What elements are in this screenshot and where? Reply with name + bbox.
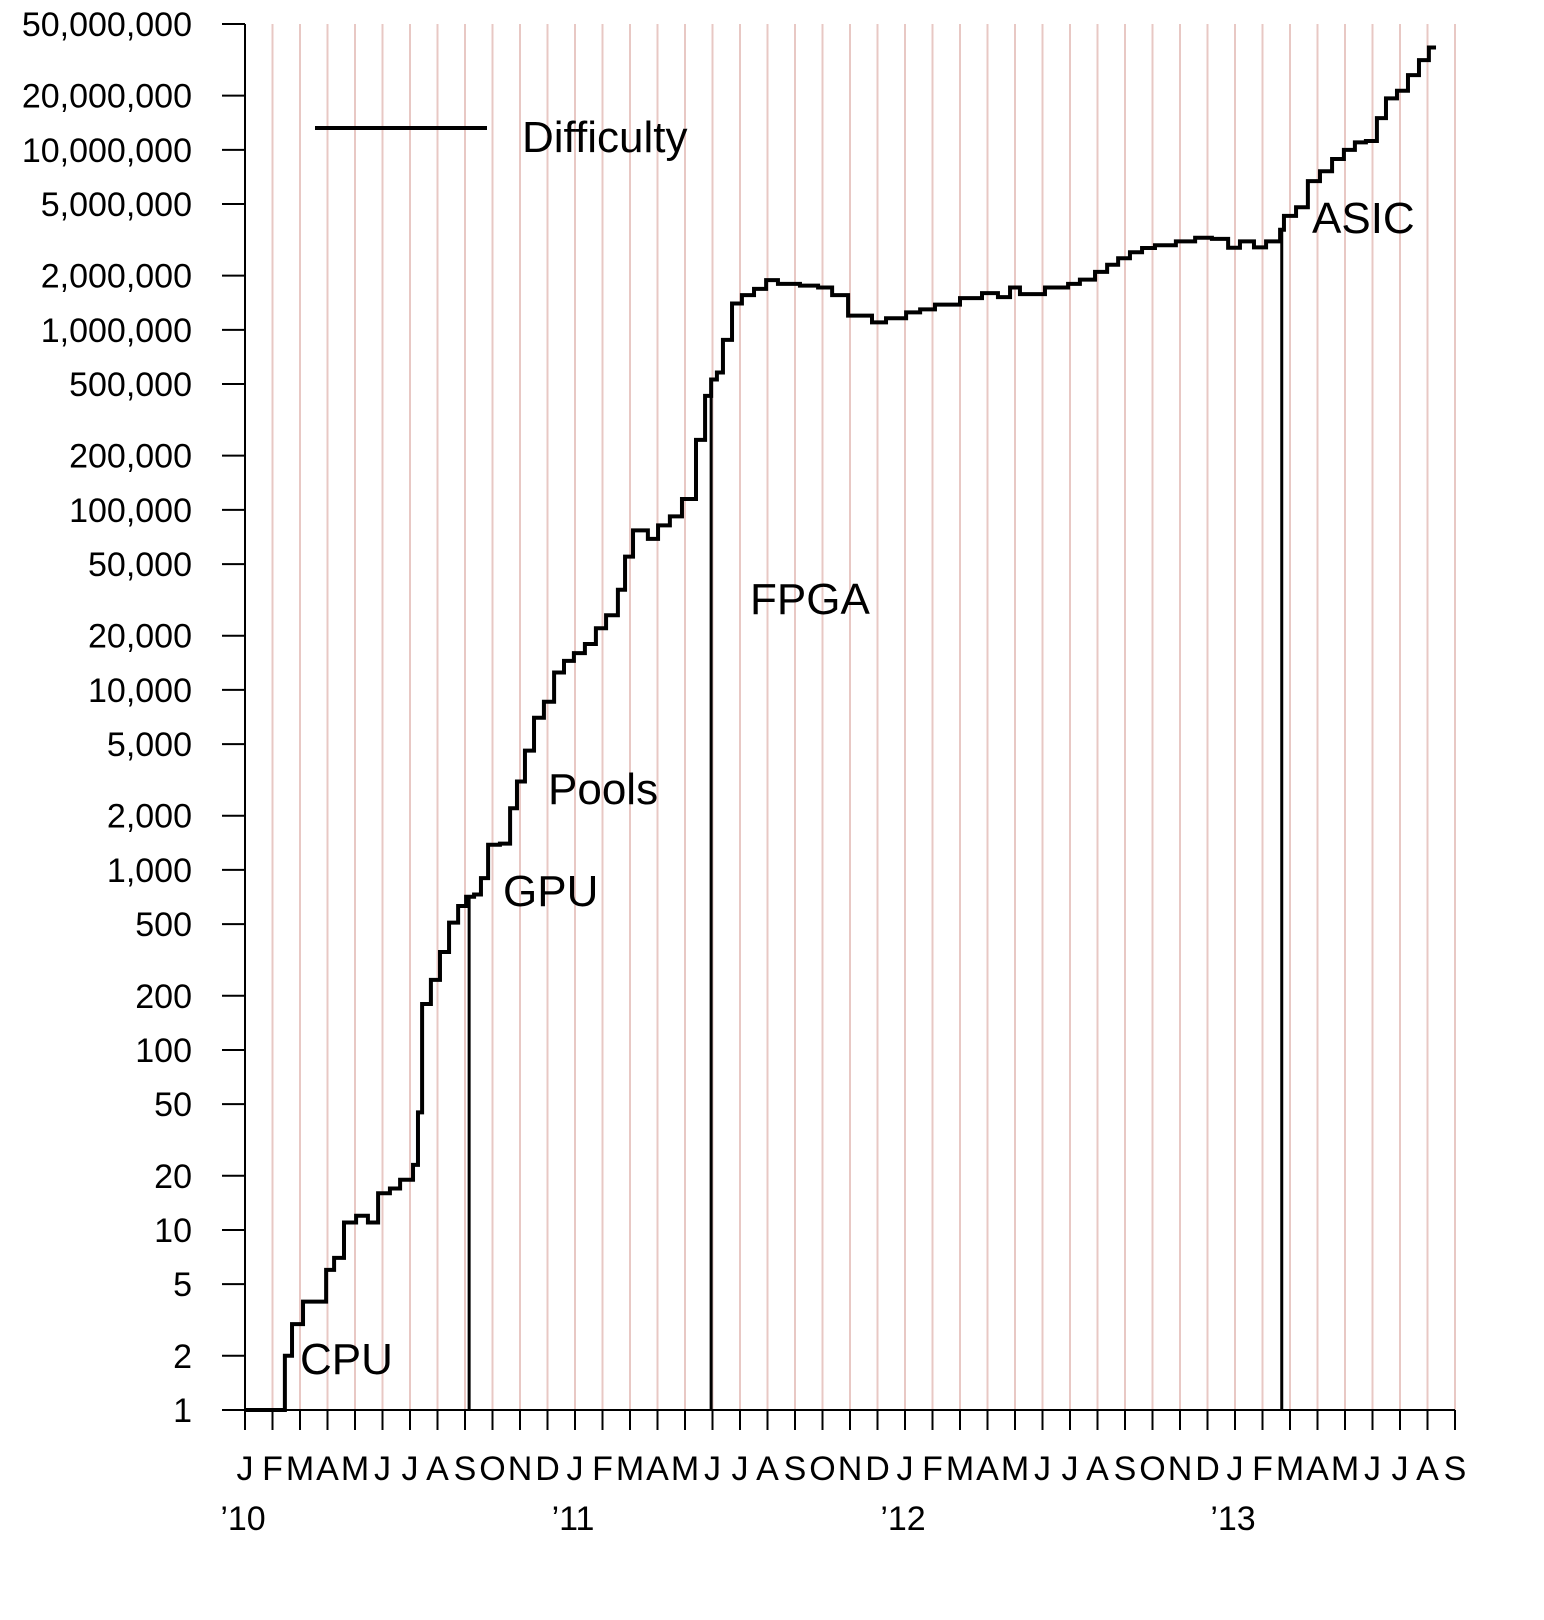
x-tick-label: J xyxy=(897,1450,914,1488)
x-tick-label: J xyxy=(1392,1450,1409,1488)
annotation: Pools xyxy=(548,765,658,814)
y-tick-label: 50,000,000 xyxy=(22,6,192,44)
x-tick-label: M xyxy=(1001,1450,1029,1488)
x-tick-label: J xyxy=(1227,1450,1244,1488)
x-tick-label: O xyxy=(479,1450,505,1488)
x-tick-label: F xyxy=(262,1450,283,1488)
x-tick-label: S xyxy=(784,1450,807,1488)
x-tick-label: N xyxy=(838,1450,863,1488)
x-tick-label: F xyxy=(592,1450,613,1488)
y-tick-label: 2,000 xyxy=(107,798,192,836)
annotation: ASIC xyxy=(1312,194,1415,243)
x-tick-label: A xyxy=(1306,1450,1329,1488)
x-tick-label: A xyxy=(426,1450,449,1488)
x-tick-label: A xyxy=(756,1450,779,1488)
x-tick-label: O xyxy=(1139,1450,1165,1488)
y-tick-label: 100,000 xyxy=(69,492,192,530)
y-tick-label: 5,000,000 xyxy=(41,186,192,224)
y-tick-label: 200 xyxy=(135,978,192,1016)
x-tick-label: O xyxy=(809,1450,835,1488)
year-label: ’13 xyxy=(1210,1500,1255,1538)
x-tick-label: N xyxy=(508,1450,533,1488)
x-tick-label: J xyxy=(1364,1450,1381,1488)
x-tick-label: J xyxy=(237,1450,254,1488)
x-tick-label: M xyxy=(1276,1450,1304,1488)
x-tick-label: M xyxy=(341,1450,369,1488)
marks xyxy=(245,45,1437,1412)
x-tick-label: M xyxy=(286,1450,314,1488)
annotation: FPGA xyxy=(750,575,870,624)
y-tick-label: 1 xyxy=(173,1392,192,1430)
y-tick-label: 50 xyxy=(154,1086,192,1124)
x-tick-label: A xyxy=(316,1450,339,1488)
x-tick-label: J xyxy=(1034,1450,1051,1488)
y-tick-label: 50,000 xyxy=(88,546,192,584)
year-label: ’11 xyxy=(552,1500,595,1538)
y-tick-label: 20,000 xyxy=(88,618,192,656)
grid xyxy=(244,24,1456,1410)
x-tick-label: J xyxy=(567,1450,584,1488)
year-label: ’10 xyxy=(220,1500,265,1538)
x-tick-label: F xyxy=(922,1450,943,1488)
x-tick-label: J xyxy=(1062,1450,1079,1488)
legend-label: Difficulty xyxy=(522,113,687,162)
x-tick-label: S xyxy=(1444,1450,1467,1488)
x-tick-label: A xyxy=(646,1450,669,1488)
y-tick-label: 1,000 xyxy=(107,852,192,890)
x-tick-label: M xyxy=(616,1450,644,1488)
y-tick-label: 5 xyxy=(173,1266,192,1304)
x-tick-label: N xyxy=(1168,1450,1193,1488)
x-tick-label: M xyxy=(1331,1450,1359,1488)
x-tick-label: A xyxy=(1416,1450,1439,1488)
y-tick-label: 10,000 xyxy=(88,672,192,710)
y-tick-label: 20,000,000 xyxy=(22,78,192,116)
annotation: CPU xyxy=(300,1335,393,1384)
annotation: GPU xyxy=(503,867,598,916)
y-tick-label: 2 xyxy=(173,1338,192,1376)
year-label: ’12 xyxy=(880,1500,925,1538)
y-tick-label: 500,000 xyxy=(69,366,192,404)
x-tick-label: M xyxy=(946,1450,974,1488)
x-tick-label: F xyxy=(1252,1450,1273,1488)
x-tick-label: J xyxy=(704,1450,721,1488)
x-tick-label: J xyxy=(732,1450,749,1488)
x-tick-label: A xyxy=(1086,1450,1109,1488)
x-tick-label: S xyxy=(454,1450,477,1488)
y-tick-label: 2,000,000 xyxy=(41,258,192,296)
y-tick-label: 200,000 xyxy=(69,438,192,476)
x-tick-label: D xyxy=(535,1450,560,1488)
x-tick-label: J xyxy=(402,1450,419,1488)
x-tick-label: S xyxy=(1114,1450,1137,1488)
x-tick-label: J xyxy=(374,1450,391,1488)
y-tick-label: 1,000,000 xyxy=(41,312,192,350)
y-tick-label: 10,000,000 xyxy=(22,132,192,170)
x-tick-label: D xyxy=(865,1450,890,1488)
y-tick-label: 500 xyxy=(135,906,192,944)
y-tick-label: 100 xyxy=(135,1032,192,1070)
y-tick-label: 5,000 xyxy=(107,726,192,764)
axes xyxy=(222,23,1456,1430)
difficulty-line xyxy=(245,45,1437,1412)
x-tick-label: A xyxy=(976,1450,999,1488)
x-tick-label: D xyxy=(1195,1450,1220,1488)
y-tick-label: 10 xyxy=(154,1212,192,1250)
y-tick-label: 20 xyxy=(154,1158,192,1196)
x-tick-label: M xyxy=(671,1450,699,1488)
